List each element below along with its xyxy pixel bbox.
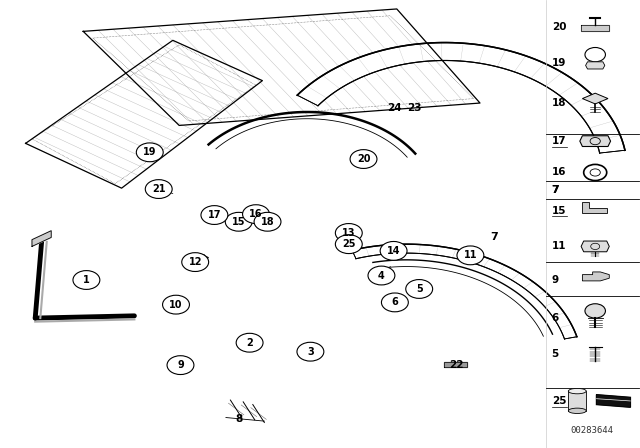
Polygon shape (26, 40, 262, 188)
Text: 15: 15 (232, 217, 246, 227)
Text: 19: 19 (143, 147, 157, 157)
Circle shape (163, 295, 189, 314)
Polygon shape (297, 43, 625, 153)
Text: 5: 5 (416, 284, 422, 294)
Text: 4: 4 (378, 271, 385, 280)
Polygon shape (444, 362, 467, 367)
Text: 3: 3 (307, 347, 314, 357)
Circle shape (136, 143, 163, 162)
Circle shape (73, 271, 100, 289)
Text: 18: 18 (260, 217, 275, 227)
Circle shape (225, 212, 252, 231)
Text: 7: 7 (552, 185, 559, 195)
Polygon shape (581, 241, 609, 252)
Circle shape (380, 241, 407, 260)
Text: 9: 9 (552, 275, 559, 285)
Text: 17: 17 (207, 210, 221, 220)
Circle shape (167, 356, 194, 375)
Polygon shape (373, 260, 552, 336)
Text: 11: 11 (552, 241, 566, 251)
Polygon shape (586, 62, 605, 69)
Text: 25: 25 (342, 239, 356, 249)
Text: 11: 11 (463, 250, 477, 260)
Text: 9: 9 (177, 360, 184, 370)
Polygon shape (352, 244, 577, 339)
Circle shape (297, 342, 324, 361)
Polygon shape (580, 136, 611, 146)
Circle shape (381, 293, 408, 312)
Text: 25: 25 (552, 396, 566, 406)
Text: 2: 2 (246, 338, 253, 348)
Circle shape (457, 246, 484, 265)
Text: 6: 6 (552, 313, 559, 323)
Circle shape (254, 212, 281, 231)
Circle shape (335, 235, 362, 254)
Circle shape (368, 266, 395, 285)
Circle shape (350, 150, 377, 168)
Polygon shape (582, 93, 608, 104)
Text: 22: 22 (449, 360, 463, 370)
Circle shape (585, 47, 605, 62)
Circle shape (145, 180, 172, 198)
Text: 6: 6 (392, 297, 398, 307)
Text: 00283644: 00283644 (570, 426, 614, 435)
Text: 7: 7 (552, 185, 559, 195)
Bar (568, 391, 586, 411)
Text: 5: 5 (552, 349, 559, 359)
Circle shape (201, 206, 228, 224)
Text: 13: 13 (342, 228, 356, 238)
Polygon shape (581, 25, 609, 31)
Circle shape (182, 253, 209, 271)
Text: 18: 18 (552, 98, 566, 108)
Circle shape (585, 304, 605, 318)
Polygon shape (32, 231, 51, 246)
Polygon shape (582, 202, 607, 213)
Text: 16: 16 (249, 209, 263, 219)
Polygon shape (596, 395, 630, 407)
Text: 14: 14 (387, 246, 401, 256)
Polygon shape (83, 9, 480, 125)
Text: 15: 15 (552, 206, 566, 215)
Text: 21: 21 (152, 184, 166, 194)
Text: 16: 16 (552, 168, 566, 177)
Text: 1: 1 (83, 275, 90, 285)
Circle shape (335, 224, 362, 242)
Ellipse shape (568, 408, 586, 414)
Text: 8: 8 (235, 414, 243, 424)
Circle shape (243, 205, 269, 224)
Text: 20: 20 (552, 22, 566, 32)
Circle shape (236, 333, 263, 352)
Text: 19: 19 (552, 58, 566, 68)
Text: 24: 24 (388, 103, 402, 112)
Ellipse shape (568, 388, 586, 394)
Text: 20: 20 (356, 154, 371, 164)
Polygon shape (582, 272, 609, 281)
Text: 7: 7 (490, 233, 498, 242)
Text: 23: 23 (408, 103, 422, 112)
Text: 10: 10 (169, 300, 183, 310)
Circle shape (406, 280, 433, 298)
Text: 17: 17 (552, 136, 566, 146)
Text: 12: 12 (188, 257, 202, 267)
